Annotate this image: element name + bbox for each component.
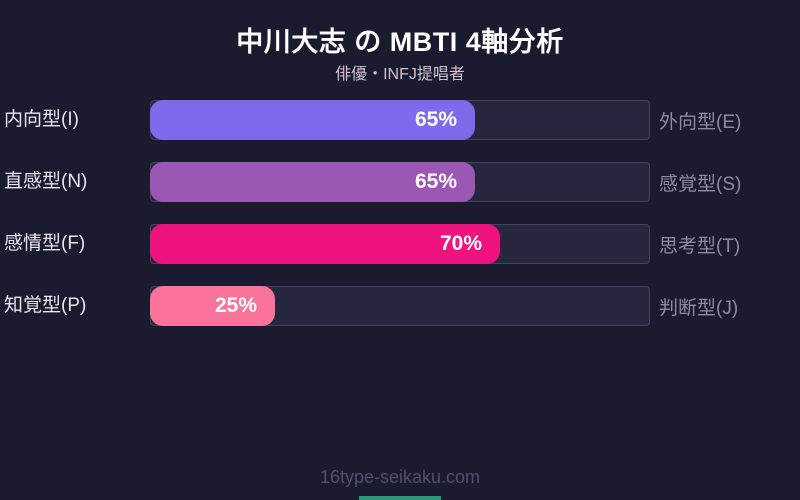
bar-value-label: 65% bbox=[414, 170, 457, 193]
bar-left-label: 感情型(F) bbox=[4, 233, 86, 254]
bar-row: 知覚型(P) 25% 判断型(J) bbox=[0, 286, 800, 326]
bar-fill: 25% bbox=[150, 286, 275, 326]
bar-fill: 65% bbox=[150, 162, 475, 202]
bar-left-label: 知覚型(P) bbox=[4, 295, 87, 316]
watermark-domain: 16type-seikaku.com bbox=[319, 467, 481, 487]
bar-left-label: 直感型(N) bbox=[4, 171, 88, 192]
bar-track: 65% bbox=[150, 100, 650, 140]
bar-right-label: 感覚型(S) bbox=[659, 173, 742, 195]
page-subtitle: 俳優・INFJ提唱者 bbox=[335, 66, 465, 83]
bar-right-label: 思考型(T) bbox=[659, 235, 741, 257]
bar-value-label: 65% bbox=[414, 108, 457, 131]
bar-track: 25% bbox=[150, 286, 650, 326]
bar-value-label: 70% bbox=[439, 232, 482, 255]
bar-fill: 65% bbox=[150, 100, 475, 140]
page-title: 中川大志 の MBTI 4軸分析 bbox=[236, 27, 564, 57]
bar-right-label: 外向型(E) bbox=[659, 111, 742, 133]
chart-area: 内向型(I) 65% 外向型(E) 直感型(N) 65% 感覚型(S) 感情型(… bbox=[0, 100, 800, 348]
bar-fill: 70% bbox=[150, 224, 500, 264]
bar-row: 内向型(I) 65% 外向型(E) bbox=[0, 100, 800, 140]
bar-row: 直感型(N) 65% 感覚型(S) bbox=[0, 162, 800, 202]
bar-left-label: 内向型(I) bbox=[4, 109, 79, 130]
bottom-accent-bar bbox=[359, 496, 441, 500]
bar-value-label: 25% bbox=[214, 294, 257, 317]
bar-right-label: 判断型(J) bbox=[659, 297, 739, 319]
bar-track: 70% bbox=[150, 224, 650, 264]
bar-row: 感情型(F) 70% 思考型(T) bbox=[0, 224, 800, 264]
bar-track: 65% bbox=[150, 162, 650, 202]
